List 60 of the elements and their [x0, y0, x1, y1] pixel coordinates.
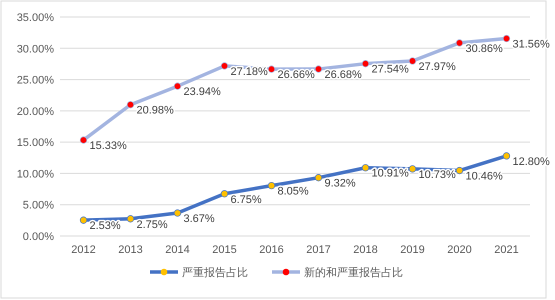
- x-tick-label: 2015: [212, 244, 237, 256]
- point: [408, 57, 416, 65]
- x-tick-label: 2012: [71, 244, 96, 256]
- data-label: 27.54%: [372, 64, 410, 76]
- x-tick-label: 2020: [447, 244, 472, 256]
- data-label: 8.05%: [278, 186, 309, 198]
- point: [126, 215, 134, 222]
- y-tick-label: 5.00%: [22, 200, 54, 212]
- point: [268, 182, 276, 190]
- legend-label: 新的和严重报告占比: [304, 266, 403, 279]
- y-tick-label: 35.00%: [16, 12, 54, 24]
- x-tick-label: 2021: [494, 244, 519, 256]
- data-label: 2.53%: [90, 220, 121, 232]
- data-label: 20.98%: [136, 104, 174, 117]
- data-label: 27.97%: [418, 60, 456, 73]
- x-tick-label: 2017: [306, 244, 331, 256]
- x-tick-label: 2018: [353, 244, 378, 256]
- point: [362, 60, 370, 68]
- point: [314, 65, 322, 73]
- data-label: 23.94%: [184, 86, 222, 98]
- point: [268, 66, 276, 73]
- x-tick-label: 2014: [165, 244, 190, 256]
- point: [174, 209, 182, 217]
- point: [174, 82, 182, 90]
- data-label: 10.73%: [418, 168, 456, 181]
- data-label: 26.68%: [324, 69, 362, 82]
- point: [456, 39, 464, 47]
- point: [220, 62, 228, 70]
- data-label: 15.33%: [90, 140, 128, 152]
- x-tick-label: 2013: [118, 244, 143, 256]
- y-tick-label: 10.00%: [16, 168, 54, 180]
- data-label: 2.75%: [136, 218, 168, 231]
- point: [362, 164, 370, 172]
- data-label: 26.66%: [278, 69, 316, 82]
- y-tick-label: 20.00%: [16, 106, 54, 118]
- legend-label: 严重报告占比: [182, 266, 248, 279]
- y-tick-label: 15.00%: [16, 137, 54, 150]
- x-tick-label: 2016: [259, 244, 284, 256]
- point: [502, 34, 510, 42]
- data-label: 12.80%: [512, 156, 550, 168]
- point: [80, 136, 88, 144]
- point: [502, 152, 510, 160]
- data-label: 27.18%: [230, 66, 268, 78]
- x-tick-label: 2019: [400, 244, 425, 256]
- data-label: 6.75%: [230, 194, 262, 206]
- data-label: 9.32%: [324, 178, 356, 190]
- point: [126, 101, 134, 108]
- point: [314, 174, 322, 182]
- point: [220, 190, 228, 198]
- point: [80, 216, 88, 224]
- y-tick-label: 0.00%: [22, 231, 54, 243]
- data-label: 10.91%: [372, 168, 410, 180]
- data-label: 31.56%: [512, 38, 550, 51]
- data-label: 30.86%: [466, 42, 504, 55]
- data-label: 3.67%: [184, 213, 215, 226]
- data-label: 10.46%: [466, 170, 504, 183]
- y-tick-label: 25.00%: [16, 74, 54, 87]
- point: [456, 166, 464, 174]
- y-tick-label: 30.00%: [16, 43, 54, 56]
- point: [408, 165, 416, 173]
